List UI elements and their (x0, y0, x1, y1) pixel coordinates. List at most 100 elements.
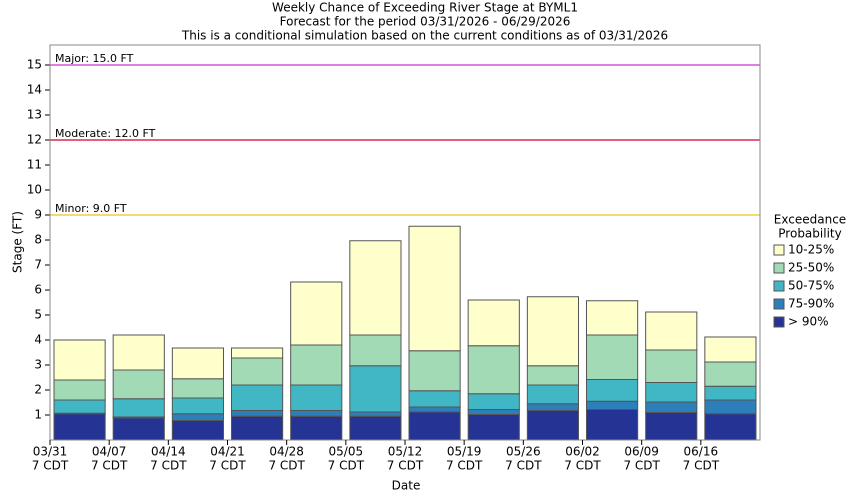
bar-segment (112, 369, 165, 400)
x-tick-label: 04/21 (210, 445, 245, 459)
bar-segment (171, 347, 224, 380)
bar-segment (645, 401, 698, 413)
bar-segment (467, 393, 520, 410)
y-tick-label: 10 (27, 183, 42, 197)
x-tick-label: 06/09 (624, 445, 659, 459)
legend-label: 10-25% (788, 243, 834, 257)
x-tick-label: 04/14 (151, 445, 186, 459)
y-tick-label: 7 (34, 258, 42, 272)
bar-segment (53, 399, 106, 414)
bar-segment (408, 406, 461, 413)
legend-swatch (773, 280, 785, 292)
bar-segment (231, 415, 284, 441)
bar-segment (526, 410, 579, 441)
bar-segment (586, 300, 639, 336)
bar-segment (290, 415, 343, 441)
bar-segment (586, 334, 639, 380)
y-tick-label: 5 (34, 308, 42, 322)
bar-segment (467, 409, 520, 415)
bar-segment (349, 411, 402, 417)
legend-title: Probability (778, 227, 841, 241)
legend-label: 50-75% (788, 279, 834, 293)
y-tick-label: 11 (27, 158, 42, 172)
bar-segment (704, 361, 757, 387)
bar-segment (231, 384, 284, 411)
y-tick-label: 4 (34, 333, 42, 347)
bar-segment (231, 347, 284, 359)
x-tick-label: 7 CDT (328, 459, 365, 473)
bar-segment (231, 410, 284, 417)
bar-segment (408, 411, 461, 441)
bar-segment (704, 413, 757, 441)
legend-swatch (773, 316, 785, 328)
x-tick-label: 7 CDT (268, 459, 305, 473)
bar-segment (704, 336, 757, 363)
y-tick-label: 14 (27, 83, 42, 97)
x-tick-label: 7 CDT (623, 459, 660, 473)
y-tick-label: 6 (34, 283, 42, 297)
bar-segment (349, 415, 402, 441)
x-tick-label: 05/12 (388, 445, 423, 459)
bar-segment (349, 365, 402, 413)
bar-segment (586, 409, 639, 441)
legend-swatch (773, 244, 785, 256)
x-tick-label: 04/28 (269, 445, 304, 459)
x-tick-label: 7 CDT (683, 459, 720, 473)
bar-segment (586, 400, 639, 410)
legend-swatch (773, 298, 785, 310)
legend-label: 25-50% (788, 261, 834, 275)
bar-segment (408, 390, 461, 408)
x-tick-label: 7 CDT (32, 459, 69, 473)
bar-segment (349, 334, 402, 367)
y-tick-label: 3 (34, 358, 42, 372)
bar-segment (112, 398, 165, 418)
chart-subtitle: Forecast for the period 03/31/2026 - 06/… (280, 15, 571, 29)
threshold-label: Major: 15.0 FT (55, 52, 134, 65)
y-tick-label: 8 (34, 233, 42, 247)
bar-segment (171, 397, 224, 415)
bar-segment (408, 225, 461, 352)
x-tick-label: 03/31 (33, 445, 68, 459)
x-tick-label: 05/26 (506, 445, 541, 459)
bar-segment (171, 413, 224, 421)
x-tick-label: 05/19 (447, 445, 482, 459)
x-axis-label: Date (392, 479, 421, 493)
bar-segment (645, 382, 698, 403)
bar-segment (231, 357, 284, 386)
bar-segment (467, 299, 520, 347)
threshold-label: Moderate: 12.0 FT (55, 127, 156, 140)
legend-title: Exceedance (774, 213, 846, 227)
bar-segment (112, 417, 165, 441)
chart-subtitle: This is a conditional simulation based o… (181, 29, 668, 43)
bar-segment (171, 378, 224, 399)
bar-segment (349, 240, 402, 336)
bar-segment (53, 413, 106, 441)
x-tick-label: 7 CDT (387, 459, 424, 473)
x-tick-label: 7 CDT (505, 459, 542, 473)
y-tick-label: 9 (34, 208, 42, 222)
x-tick-label: 06/02 (565, 445, 600, 459)
x-tick-label: 04/07 (92, 445, 127, 459)
bar-segment (645, 349, 698, 383)
threshold-label: Minor: 9.0 FT (55, 202, 127, 215)
x-tick-label: 7 CDT (91, 459, 128, 473)
chart-title: Weekly Chance of Exceeding River Stage a… (272, 1, 578, 15)
bar-segment (53, 379, 106, 401)
y-axis-label: Stage (FT) (11, 211, 25, 273)
bar-segment (526, 365, 579, 386)
x-tick-label: 05/05 (329, 445, 364, 459)
bar-segment (112, 334, 165, 371)
bar-segment (467, 414, 520, 441)
y-tick-label: 15 (27, 58, 42, 72)
x-tick-label: 7 CDT (150, 459, 187, 473)
bar-segment (467, 345, 520, 395)
legend-swatch (773, 262, 785, 274)
x-tick-label: 06/16 (684, 445, 719, 459)
x-tick-label: 7 CDT (209, 459, 246, 473)
bar-segment (408, 350, 461, 392)
bar-segment (645, 311, 698, 351)
y-tick-label: 13 (27, 108, 42, 122)
y-tick-label: 2 (34, 383, 42, 397)
bar-segment (526, 384, 579, 405)
bar-segment (290, 281, 343, 346)
